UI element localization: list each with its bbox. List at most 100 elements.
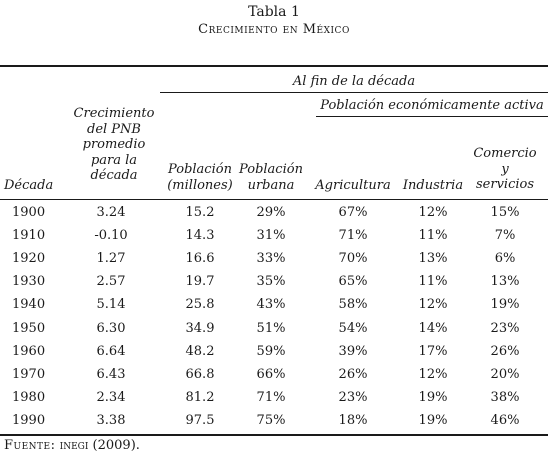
table-cell: 11%	[418, 274, 448, 290]
column-header-line: Población	[168, 162, 232, 177]
table-row: 1990 3.38 97.5 75% 18% 19% 46%	[0, 410, 548, 433]
column-header-line: urbana	[247, 177, 295, 193]
column-header-line: Industria	[402, 178, 464, 193]
column-header-poblacion: Población (millones)	[165, 162, 235, 193]
table-row: 1920 1.27 16.6 33% 70% 13% 6%	[0, 248, 548, 271]
table-cell: 1.27	[96, 251, 126, 267]
table-cell: 75%	[256, 412, 286, 428]
table-cell: 58%	[338, 297, 368, 313]
column-header-line: servicios	[475, 177, 535, 192]
table-cell: 23%	[490, 320, 520, 336]
table-cell: 6.43	[96, 366, 126, 382]
table-cell: 3.38	[96, 412, 126, 428]
table-cell: 65%	[338, 274, 368, 290]
column-header-line: y	[501, 161, 509, 177]
table-cell: 5.14	[96, 297, 126, 313]
source-organization: inegi	[59, 438, 89, 453]
top-rule	[0, 65, 548, 67]
table-cell: 15%	[490, 205, 520, 220]
table-cell: 19%	[490, 297, 520, 313]
group-header: Al fin de la década	[292, 74, 416, 89]
table-cell: 12%	[418, 366, 448, 382]
table-cell: 43%	[256, 297, 286, 313]
table-cell: 1900	[12, 205, 46, 220]
table-cell: 11%	[418, 228, 448, 244]
table-cell: 39%	[338, 343, 368, 359]
table-cell: 12%	[418, 205, 448, 220]
table-cell: 23%	[338, 389, 368, 405]
table-cell: 14.3	[185, 228, 215, 244]
table-cell: 70%	[338, 251, 368, 267]
table-cell: 1960	[12, 343, 46, 359]
table-cell: 38%	[490, 389, 520, 405]
column-header-line: Agricultura	[315, 178, 391, 193]
table-cell: 48.2	[185, 343, 215, 359]
table-cell: 33%	[256, 251, 286, 267]
source-note: Fuente: inegi (2009).	[4, 438, 140, 453]
table-cell: 35%	[256, 274, 286, 290]
table-cell: 2.57	[96, 274, 126, 290]
column-header-line: para la	[90, 152, 138, 168]
table-cell: 17%	[418, 343, 448, 359]
column-header-comercio: Comercio y servicios	[470, 146, 540, 193]
table-title: Crecimiento en México	[198, 22, 350, 37]
table-cell: 13%	[418, 251, 448, 267]
subgroup-header: Población económicamente activa	[320, 98, 544, 113]
column-header-industria: Industria	[400, 178, 466, 194]
table-cell: 6.30	[96, 320, 126, 336]
table-cell: 1920	[12, 251, 46, 267]
column-header-line: Población	[239, 162, 303, 177]
table-row: 1910 -0.10 14.3 31% 71% 11% 7%	[0, 225, 548, 248]
table-row: 1950 6.30 34.9 51% 54% 14% 23%	[0, 318, 548, 341]
table-row: 1940 5.14 25.8 43% 58% 12% 19%	[0, 294, 548, 317]
group-header-rule	[160, 92, 548, 93]
table-cell: 2.34	[96, 389, 126, 405]
table-cell: 54%	[338, 320, 368, 336]
table-cell: 1980	[12, 389, 46, 405]
table-cell: 26%	[490, 343, 520, 359]
table-cell: 29%	[256, 205, 286, 220]
table-cell: 59%	[256, 343, 286, 359]
header-rule	[0, 199, 548, 200]
table-cell: 6%	[494, 251, 516, 267]
table-cell: 51%	[256, 320, 286, 336]
table-cell: 81.2	[185, 389, 215, 405]
table-cell: 7%	[494, 228, 516, 244]
column-header-line: promedio	[82, 137, 146, 152]
table-cell: 15.2	[185, 205, 215, 220]
table-row: 1960 6.64 48.2 59% 39% 17% 26%	[0, 341, 548, 364]
table-cell: 1930	[12, 274, 46, 290]
bottom-rule	[0, 434, 548, 436]
table-cell: 12%	[418, 297, 448, 313]
subgroup-header-rule	[316, 116, 548, 117]
source-label: Fuente:	[4, 438, 56, 453]
table-cell: 46%	[490, 412, 520, 428]
table-cell: 31%	[256, 228, 286, 244]
column-header-line: (millones)	[167, 177, 233, 193]
table-cell: 20%	[490, 366, 520, 382]
table-cell: 6.64	[96, 343, 126, 359]
table-cell: 1940	[12, 297, 46, 313]
table-cell: 34.9	[185, 320, 215, 336]
source-year: (2009).	[92, 438, 140, 453]
table-cell: 25.8	[185, 297, 215, 313]
table-cell: 16.6	[185, 251, 215, 267]
column-header-line: Crecimiento	[73, 106, 155, 121]
table-cell: 14%	[418, 320, 448, 336]
column-header-line: del PNB	[87, 121, 141, 137]
table-cell: 1990	[12, 412, 46, 428]
table-cell: 13%	[490, 274, 520, 290]
column-header-agricultura: Agricultura	[309, 178, 397, 194]
table-cell: 71%	[256, 389, 286, 405]
table-cell: 19.7	[185, 274, 215, 290]
table-cell: 1950	[12, 320, 46, 336]
table-row: 1980 2.34 81.2 71% 23% 19% 38%	[0, 387, 548, 410]
table-cell: 19%	[418, 389, 448, 405]
table-cell: 1910	[12, 228, 46, 244]
table-cell: 18%	[338, 412, 368, 428]
column-header-decada: Década	[4, 178, 64, 194]
table-cell: 3.24	[96, 205, 126, 220]
table-cell: 97.5	[185, 412, 215, 428]
table-cell: 1970	[12, 366, 46, 382]
table-number: Tabla 1	[248, 4, 300, 20]
